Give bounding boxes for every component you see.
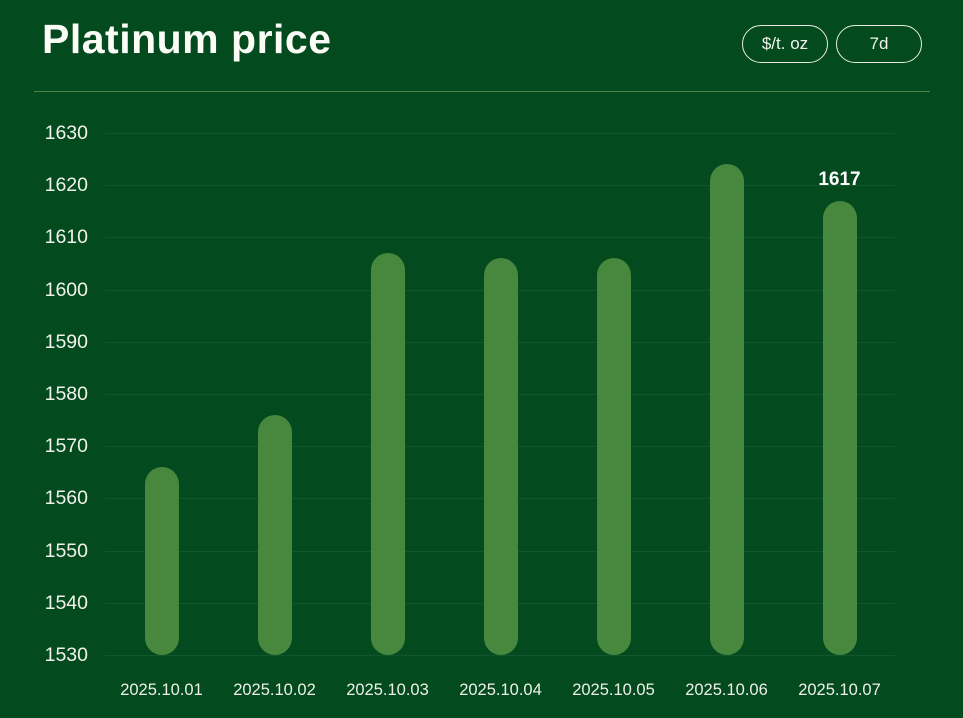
- unit-button[interactable]: $/t. oz: [742, 25, 828, 63]
- price-bar: [144, 467, 179, 655]
- price-bar: [257, 414, 292, 655]
- price-bar: [596, 258, 631, 655]
- y-axis-label: 1550: [44, 539, 88, 562]
- price-bar: [709, 164, 744, 655]
- x-axis-label: 2025.10.06: [685, 681, 768, 699]
- gridline: [105, 237, 895, 239]
- y-axis-label: 1610: [44, 226, 88, 249]
- y-axis-label: 1630: [44, 122, 88, 144]
- x-axis-label: 2025.10.07: [798, 681, 881, 699]
- price-bar: [483, 258, 518, 655]
- y-axis-label: 1600: [44, 278, 88, 301]
- price-bar: [822, 200, 857, 655]
- header-controls: $/t. oz 7d: [742, 25, 922, 63]
- gridline: [105, 133, 895, 134]
- y-axis-label: 1620: [44, 174, 88, 197]
- y-axis-label: 1570: [44, 435, 88, 458]
- y-axis-label: 1590: [44, 330, 88, 353]
- header-divider: [34, 91, 930, 92]
- range-button[interactable]: 7d: [836, 25, 922, 63]
- gridline: [105, 655, 895, 656]
- price-bar: [370, 253, 405, 655]
- bar-value-label: 1617: [818, 168, 861, 190]
- y-axis-label: 1530: [44, 644, 88, 666]
- x-axis-label: 2025.10.03: [346, 681, 429, 699]
- x-axis-label: 2025.10.01: [120, 681, 203, 699]
- y-axis-label: 1560: [44, 487, 88, 510]
- price-bar-chart: 1530 1540 1550 1560 1570 1580 1590 1600 1610 1620…: [0, 100, 963, 718]
- x-axis-label: 2025.10.05: [572, 681, 655, 699]
- y-axis-label: 1580: [44, 383, 88, 405]
- page-title: Platinum price: [42, 16, 332, 62]
- x-axis-label: 2025.10.02: [233, 681, 316, 699]
- y-axis-label: 1540: [44, 591, 88, 614]
- x-axis-label: 2025.10.04: [459, 681, 542, 699]
- gridline: [105, 185, 895, 187]
